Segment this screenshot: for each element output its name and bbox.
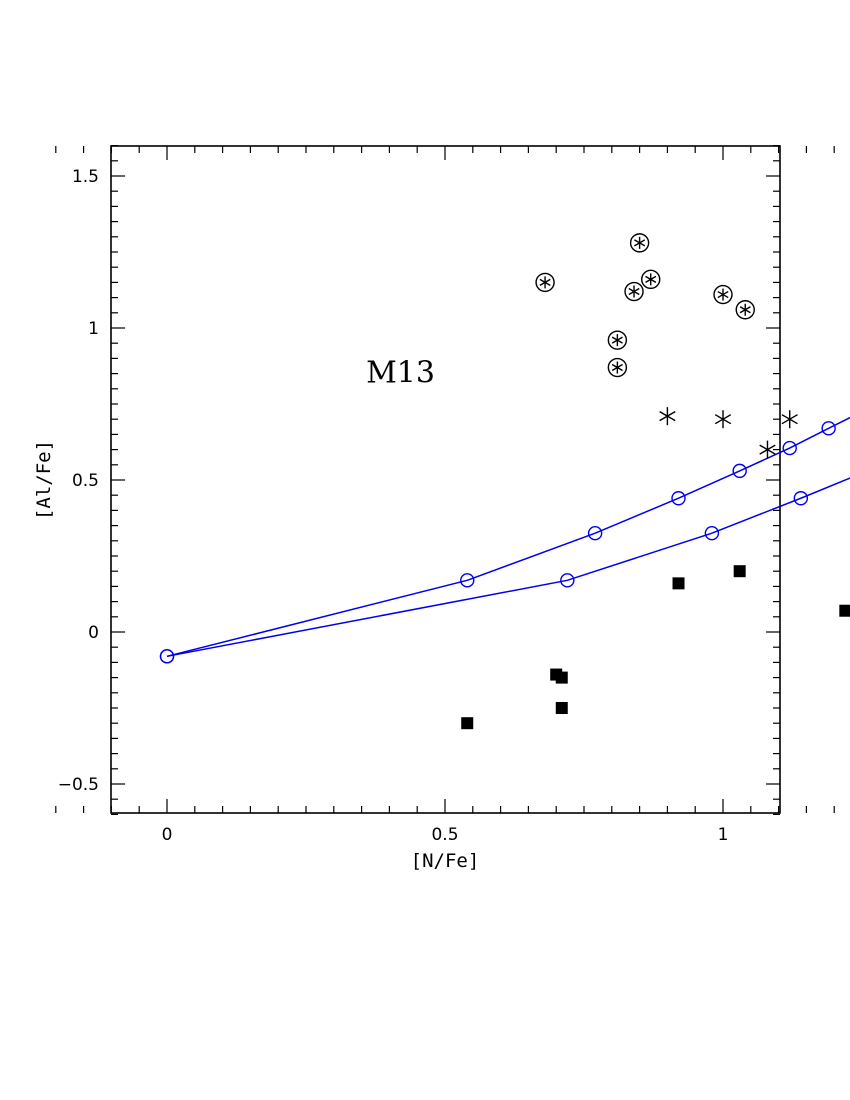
y-tick-label: −0.5 (58, 775, 99, 795)
star-stroke (634, 239, 646, 247)
star-stroke (714, 414, 732, 425)
series-line (166, 416, 850, 658)
star-stroke (781, 414, 798, 425)
x-axis-label: [N/Fe] (411, 850, 480, 872)
star-stroke (759, 444, 776, 455)
axis-ticks (55, 145, 835, 816)
y-tick-label: 0.5 (72, 471, 99, 491)
circled-star-point (713, 284, 733, 305)
star-stroke (717, 290, 729, 299)
star-stroke (611, 336, 623, 344)
star-point (659, 407, 676, 426)
square-point (839, 604, 850, 617)
circle-point (821, 421, 836, 436)
marker-ring (535, 272, 555, 293)
circled-star-point (624, 281, 644, 302)
circled-star-point (629, 233, 650, 253)
y-tick-label: 1 (88, 319, 99, 339)
star-stroke (659, 411, 676, 422)
circle-point (460, 573, 475, 588)
star-point (781, 410, 798, 429)
x-tick-label: 0.5 (431, 825, 458, 845)
data-points (159, 233, 850, 730)
star-stroke (539, 278, 551, 287)
circle-point (587, 526, 603, 541)
cluster-label: M13 (366, 356, 435, 391)
circle-point (732, 463, 747, 479)
y-tick-labels: −0.5 0 0.5 1 1.5 (58, 167, 99, 795)
marker-ring (713, 284, 733, 305)
x-tick-labels: 00.511.52 (162, 825, 729, 845)
circled-star-point (607, 357, 628, 378)
star-stroke (739, 306, 751, 314)
circled-star-point (641, 269, 661, 290)
marker-ring (629, 233, 650, 253)
series-line (166, 477, 850, 658)
marker-ring (607, 357, 628, 378)
square-point (733, 565, 746, 578)
circle-point (159, 649, 175, 664)
y-tick-label: 0 (88, 623, 99, 643)
circle-point (560, 573, 575, 588)
marker-ring (735, 300, 755, 320)
square-point (555, 671, 568, 684)
square-point (555, 702, 568, 714)
circle-point (704, 526, 720, 541)
star-stroke (628, 287, 640, 296)
circle-point (671, 491, 686, 506)
circled-star-point (735, 300, 755, 320)
star-stroke (611, 363, 623, 372)
series-lines (166, 416, 850, 658)
marker-ring (624, 281, 644, 302)
y-tick-label: 1.5 (72, 167, 99, 187)
star-point (759, 440, 776, 459)
x-tick-label: 1 (718, 825, 729, 845)
circle-point (793, 491, 809, 506)
plot-frame (110, 145, 781, 814)
circle-point (782, 440, 797, 456)
square-point (672, 577, 685, 590)
star-stroke (645, 275, 657, 283)
marker-ring (607, 330, 628, 350)
circled-star-point (607, 330, 628, 350)
y-axis-label: [Al/Fe] (33, 440, 55, 520)
marker-ring (641, 269, 661, 290)
square-point (461, 717, 474, 730)
circled-star-point (535, 272, 555, 293)
x-tick-label: 0 (162, 825, 173, 845)
star-point (714, 410, 732, 429)
